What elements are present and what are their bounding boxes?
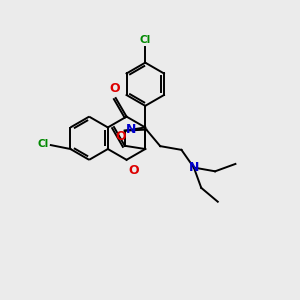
Text: O: O — [110, 82, 120, 95]
Text: O: O — [115, 130, 126, 143]
Text: Cl: Cl — [38, 139, 49, 149]
Text: Cl: Cl — [140, 35, 151, 45]
Text: O: O — [128, 164, 139, 177]
Text: N: N — [189, 161, 199, 174]
Text: N: N — [126, 123, 136, 136]
